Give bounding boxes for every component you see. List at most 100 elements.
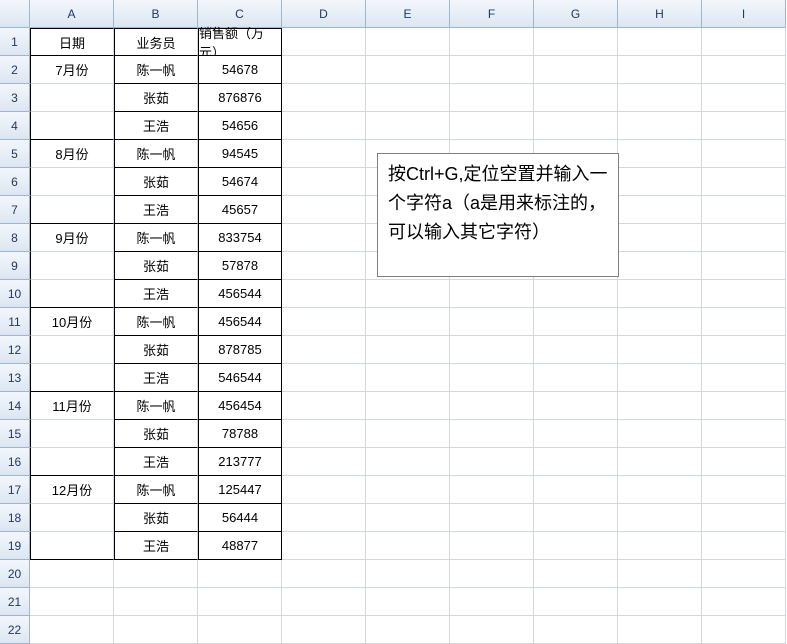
row-header-12[interactable]: 12 bbox=[0, 336, 30, 364]
cell-A2[interactable]: 7月份 bbox=[30, 56, 114, 84]
cell-C20[interactable] bbox=[198, 560, 282, 588]
row-header-7[interactable]: 7 bbox=[0, 196, 30, 224]
cell-D18[interactable] bbox=[282, 504, 366, 532]
row-header-21[interactable]: 21 bbox=[0, 588, 30, 616]
cell-A19[interactable] bbox=[30, 532, 114, 560]
cell-C16[interactable]: 213777 bbox=[198, 448, 282, 476]
cell-D9[interactable] bbox=[282, 252, 366, 280]
cell-C21[interactable] bbox=[198, 588, 282, 616]
cell-C4[interactable]: 54656 bbox=[198, 112, 282, 140]
cell-I22[interactable] bbox=[702, 616, 786, 644]
cell-E14[interactable] bbox=[366, 392, 450, 420]
cell-I19[interactable] bbox=[702, 532, 786, 560]
cell-G10[interactable] bbox=[534, 280, 618, 308]
row-header-15[interactable]: 15 bbox=[0, 420, 30, 448]
cell-H5[interactable] bbox=[618, 140, 702, 168]
cell-B22[interactable] bbox=[114, 616, 198, 644]
row-header-4[interactable]: 4 bbox=[0, 112, 30, 140]
cell-B17[interactable]: 陈一帆 bbox=[114, 476, 198, 504]
cell-D8[interactable] bbox=[282, 224, 366, 252]
cell-D16[interactable] bbox=[282, 448, 366, 476]
cell-D6[interactable] bbox=[282, 168, 366, 196]
cell-D13[interactable] bbox=[282, 364, 366, 392]
cell-D12[interactable] bbox=[282, 336, 366, 364]
cell-E16[interactable] bbox=[366, 448, 450, 476]
row-header-8[interactable]: 8 bbox=[0, 224, 30, 252]
cell-C13[interactable]: 546544 bbox=[198, 364, 282, 392]
cell-H6[interactable] bbox=[618, 168, 702, 196]
cell-D1[interactable] bbox=[282, 28, 366, 56]
cell-I13[interactable] bbox=[702, 364, 786, 392]
cell-B9[interactable]: 张茹 bbox=[114, 252, 198, 280]
row-header-22[interactable]: 22 bbox=[0, 616, 30, 644]
cell-C12[interactable]: 878785 bbox=[198, 336, 282, 364]
cell-I16[interactable] bbox=[702, 448, 786, 476]
column-header-A[interactable]: A bbox=[30, 0, 114, 28]
cell-B4[interactable]: 王浩 bbox=[114, 112, 198, 140]
cell-C22[interactable] bbox=[198, 616, 282, 644]
cell-I9[interactable] bbox=[702, 252, 786, 280]
cell-F14[interactable] bbox=[450, 392, 534, 420]
cell-D20[interactable] bbox=[282, 560, 366, 588]
cell-I11[interactable] bbox=[702, 308, 786, 336]
row-header-19[interactable]: 19 bbox=[0, 532, 30, 560]
cell-E21[interactable] bbox=[366, 588, 450, 616]
cell-A17[interactable]: 12月份 bbox=[30, 476, 114, 504]
row-header-20[interactable]: 20 bbox=[0, 560, 30, 588]
cell-G11[interactable] bbox=[534, 308, 618, 336]
cell-E19[interactable] bbox=[366, 532, 450, 560]
cell-A1[interactable]: 日期 bbox=[30, 28, 114, 56]
cell-H1[interactable] bbox=[618, 28, 702, 56]
cell-D15[interactable] bbox=[282, 420, 366, 448]
cell-F11[interactable] bbox=[450, 308, 534, 336]
cell-E2[interactable] bbox=[366, 56, 450, 84]
cell-H20[interactable] bbox=[618, 560, 702, 588]
cell-E1[interactable] bbox=[366, 28, 450, 56]
cell-H7[interactable] bbox=[618, 196, 702, 224]
cell-H4[interactable] bbox=[618, 112, 702, 140]
cell-B5[interactable]: 陈一帆 bbox=[114, 140, 198, 168]
cell-H22[interactable] bbox=[618, 616, 702, 644]
cell-F1[interactable] bbox=[450, 28, 534, 56]
cell-F13[interactable] bbox=[450, 364, 534, 392]
cell-H17[interactable] bbox=[618, 476, 702, 504]
instruction-textbox[interactable]: 按Ctrl+G,定位空置并输入一个字符a（a是用来标注的，可以输入其它字符） bbox=[377, 153, 619, 277]
cell-F4[interactable] bbox=[450, 112, 534, 140]
column-header-H[interactable]: H bbox=[618, 0, 702, 28]
column-header-B[interactable]: B bbox=[114, 0, 198, 28]
cell-G19[interactable] bbox=[534, 532, 618, 560]
cell-E20[interactable] bbox=[366, 560, 450, 588]
row-header-6[interactable]: 6 bbox=[0, 168, 30, 196]
cell-H8[interactable] bbox=[618, 224, 702, 252]
cell-B14[interactable]: 陈一帆 bbox=[114, 392, 198, 420]
cell-I6[interactable] bbox=[702, 168, 786, 196]
cell-C19[interactable]: 48877 bbox=[198, 532, 282, 560]
cell-F10[interactable] bbox=[450, 280, 534, 308]
cell-B20[interactable] bbox=[114, 560, 198, 588]
cell-C8[interactable]: 833754 bbox=[198, 224, 282, 252]
cell-G22[interactable] bbox=[534, 616, 618, 644]
cell-I14[interactable] bbox=[702, 392, 786, 420]
cell-C14[interactable]: 456454 bbox=[198, 392, 282, 420]
row-header-1[interactable]: 1 bbox=[0, 28, 30, 56]
cell-F20[interactable] bbox=[450, 560, 534, 588]
cell-I10[interactable] bbox=[702, 280, 786, 308]
cell-I3[interactable] bbox=[702, 84, 786, 112]
cell-D10[interactable] bbox=[282, 280, 366, 308]
cell-D21[interactable] bbox=[282, 588, 366, 616]
cell-D19[interactable] bbox=[282, 532, 366, 560]
cell-I7[interactable] bbox=[702, 196, 786, 224]
cell-H12[interactable] bbox=[618, 336, 702, 364]
cell-C15[interactable]: 78788 bbox=[198, 420, 282, 448]
cell-D4[interactable] bbox=[282, 112, 366, 140]
cell-H3[interactable] bbox=[618, 84, 702, 112]
cell-G3[interactable] bbox=[534, 84, 618, 112]
spreadsheet-grid[interactable]: ABCDEFGHI1日期业务员销售额（万元）27月份陈一帆546783张茹876… bbox=[0, 0, 787, 644]
cell-G15[interactable] bbox=[534, 420, 618, 448]
cell-B8[interactable]: 陈一帆 bbox=[114, 224, 198, 252]
cell-C1[interactable]: 销售额（万元） bbox=[198, 28, 282, 56]
cell-A16[interactable] bbox=[30, 448, 114, 476]
cell-H19[interactable] bbox=[618, 532, 702, 560]
cell-A12[interactable] bbox=[30, 336, 114, 364]
row-header-2[interactable]: 2 bbox=[0, 56, 30, 84]
